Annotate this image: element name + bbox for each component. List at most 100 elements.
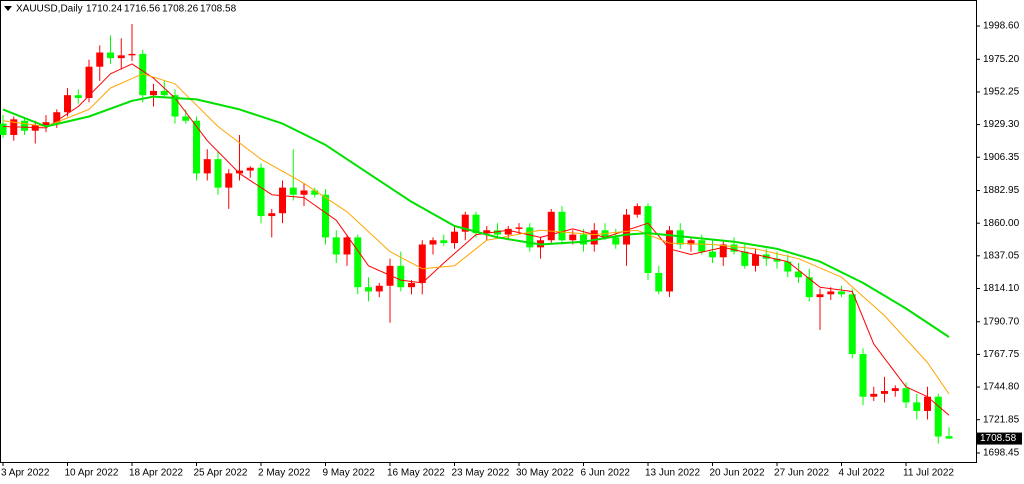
candle-body	[945, 436, 953, 439]
candle-body	[42, 122, 50, 126]
candle-body	[193, 120, 201, 174]
candle-body	[590, 230, 598, 245]
x-tick-label: 2 May 2022	[258, 468, 311, 479]
candle-body	[311, 190, 319, 195]
y-tick-label: 1767.75	[983, 349, 1020, 360]
candle-body	[934, 396, 942, 437]
candle-body	[236, 170, 244, 174]
candle-body	[0, 123, 7, 135]
y-tick-label: 1860.00	[983, 218, 1020, 229]
y-tick-label: 1906.35	[983, 152, 1020, 163]
candle-body	[74, 95, 82, 99]
candle-body	[397, 265, 405, 288]
candle-body	[924, 396, 932, 411]
candle-body	[214, 159, 222, 188]
candle-body	[21, 120, 29, 131]
y-tick-label: 1882.95	[983, 185, 1020, 196]
x-tick-label: 18 Apr 2022	[129, 468, 183, 479]
candle-body	[483, 230, 491, 234]
candle-body	[719, 244, 727, 258]
candle-body	[182, 116, 190, 121]
candle-body	[117, 55, 125, 59]
candle-body	[343, 237, 351, 255]
candle-body	[451, 231, 459, 244]
candle-body	[96, 52, 104, 67]
y-tick-label: 1998.60	[983, 21, 1020, 32]
candle-body	[730, 244, 738, 252]
candle-body	[268, 213, 276, 217]
candle-body	[816, 294, 824, 298]
candle-body	[128, 53, 136, 56]
candle-body	[461, 214, 469, 232]
candle-body	[279, 187, 287, 214]
candle-body	[795, 271, 803, 278]
y-tick-label: 1952.25	[983, 87, 1020, 98]
ohlc-high: 1716.56	[124, 4, 161, 15]
moving-average-line	[2, 63, 950, 416]
candle-body	[612, 237, 620, 245]
candle-body	[773, 258, 781, 262]
candle-body	[365, 287, 373, 292]
candle-body	[859, 354, 867, 397]
y-tick-label: 1744.80	[983, 382, 1020, 393]
candle-body	[752, 254, 760, 266]
candle-body	[472, 214, 480, 234]
candle-body	[203, 159, 211, 174]
candle-body	[805, 277, 813, 298]
candle-body	[408, 282, 416, 288]
x-tick-label: 27 Jun 2022	[774, 468, 829, 479]
price-label-box	[977, 432, 1022, 445]
x-tick-label: 16 May 2022	[387, 468, 445, 479]
candle-body	[150, 90, 158, 96]
candle-body	[257, 167, 265, 217]
candle-body	[139, 53, 147, 96]
x-tick-label: 13 Jun 2022	[645, 468, 700, 479]
candle-body	[580, 234, 588, 245]
candle-body	[569, 234, 577, 241]
candle-body	[160, 90, 168, 96]
y-tick-label: 1814.10	[983, 283, 1020, 294]
candle-body	[838, 291, 846, 295]
candle-body	[698, 240, 706, 252]
candle-body	[687, 240, 695, 245]
x-tick-label: 3 Apr 2022	[1, 468, 50, 479]
y-tick-label: 1721.85	[983, 414, 1020, 425]
candle-body	[848, 294, 856, 355]
y-tick-label: 1790.70	[983, 316, 1020, 327]
candle-body	[322, 194, 330, 238]
candle-body	[246, 167, 254, 171]
y-tick-label: 1837.05	[983, 250, 1020, 261]
candle-body	[300, 190, 308, 195]
candle-body	[870, 393, 878, 397]
candle-body	[709, 251, 717, 258]
x-tick-label: 23 May 2022	[452, 468, 510, 479]
candle-body	[53, 112, 61, 123]
candle-body	[827, 291, 835, 295]
price-label: 1708.58	[980, 433, 1017, 444]
x-tick-label: 11 Jul 2022	[903, 468, 954, 479]
candle-body	[225, 173, 233, 188]
symbol-label: XAUUSD,Daily	[16, 4, 83, 15]
candle-body	[375, 285, 383, 292]
candle-body	[64, 95, 72, 113]
candle-body	[107, 52, 115, 59]
y-tick-label: 1929.30	[983, 119, 1020, 130]
x-tick-label: 25 Apr 2022	[194, 468, 248, 479]
candle-body	[289, 187, 297, 195]
candle-body	[881, 391, 889, 394]
candle-body	[902, 388, 910, 403]
menu-triangle	[4, 6, 12, 11]
candle-body	[494, 230, 502, 235]
moving-average-line	[2, 95, 950, 338]
x-tick-label: 9 May 2022	[323, 468, 376, 479]
candle-body	[354, 237, 362, 288]
candle-body	[633, 206, 641, 215]
candle-body	[85, 66, 93, 99]
y-tick-label: 1698.45	[983, 448, 1020, 459]
plot-frame	[0, 0, 977, 463]
y-tick-label: 1975.20	[983, 54, 1020, 65]
candle-body	[655, 272, 663, 292]
candle-body	[741, 251, 749, 266]
ohlc-close: 1708.58	[200, 4, 237, 15]
